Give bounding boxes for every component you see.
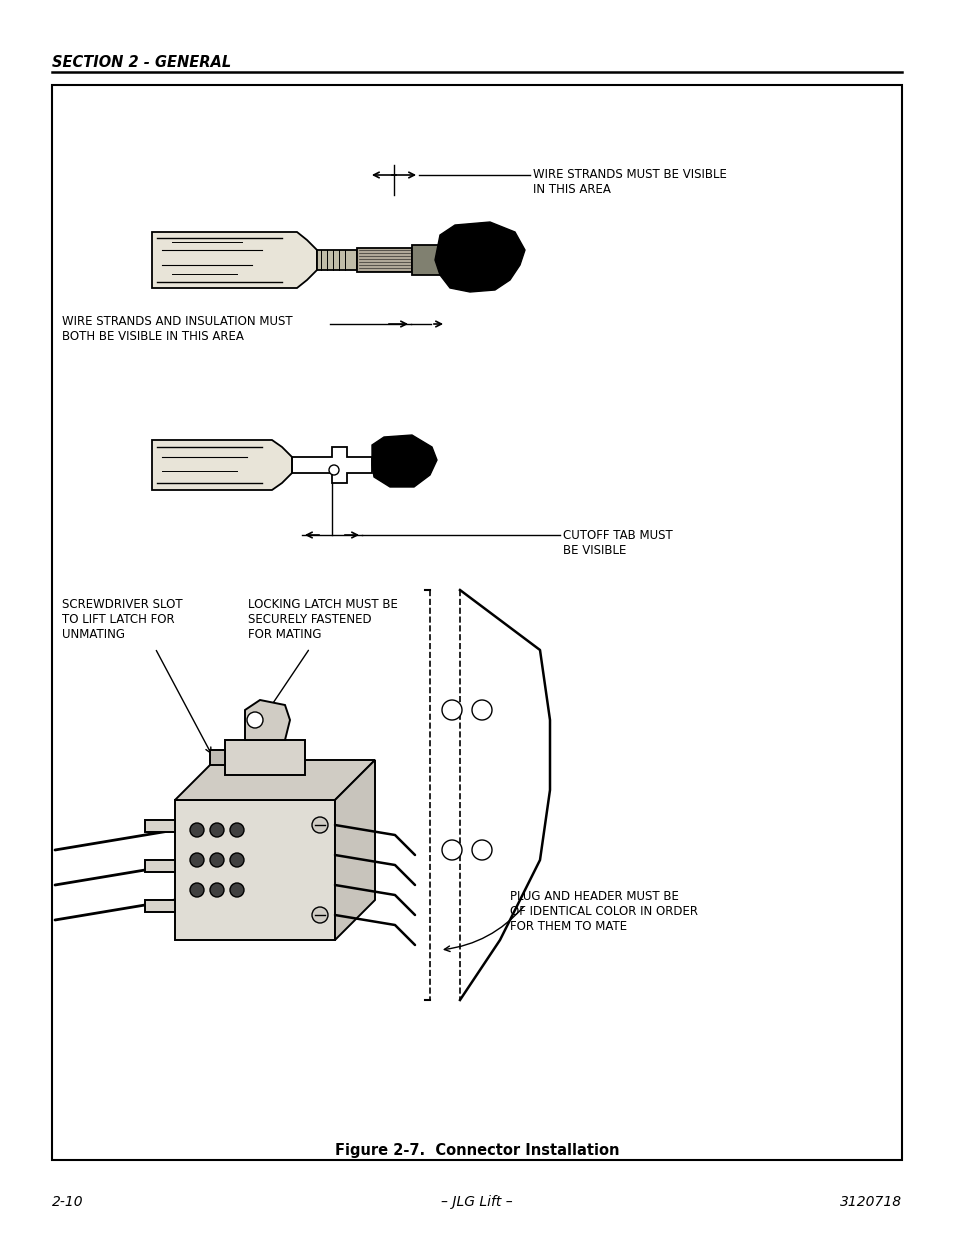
Polygon shape bbox=[174, 760, 375, 800]
Polygon shape bbox=[152, 232, 316, 288]
Text: WIRE STRANDS AND INSULATION MUST
BOTH BE VISIBLE IN THIS AREA: WIRE STRANDS AND INSULATION MUST BOTH BE… bbox=[62, 315, 293, 343]
Text: PLUG AND HEADER MUST BE
OF IDENTICAL COLOR IN ORDER
FOR THEM TO MATE: PLUG AND HEADER MUST BE OF IDENTICAL COL… bbox=[510, 890, 698, 932]
Polygon shape bbox=[245, 700, 290, 740]
Bar bbox=[210, 750, 225, 764]
Circle shape bbox=[312, 906, 328, 923]
Polygon shape bbox=[372, 435, 436, 487]
Bar bbox=[412, 245, 439, 275]
Polygon shape bbox=[435, 222, 524, 291]
Bar bbox=[356, 248, 412, 272]
Bar bbox=[225, 740, 305, 776]
Polygon shape bbox=[145, 860, 174, 872]
Bar bbox=[316, 249, 356, 270]
Circle shape bbox=[441, 840, 461, 860]
Polygon shape bbox=[335, 760, 375, 940]
Text: LOCKING LATCH MUST BE
SECURELY FASTENED
FOR MATING: LOCKING LATCH MUST BE SECURELY FASTENED … bbox=[248, 598, 397, 641]
Circle shape bbox=[210, 853, 224, 867]
Text: SCREWDRIVER SLOT
TO LIFT LATCH FOR
UNMATING: SCREWDRIVER SLOT TO LIFT LATCH FOR UNMAT… bbox=[62, 598, 182, 641]
Bar bbox=[52, 85, 901, 1160]
Text: 3120718: 3120718 bbox=[839, 1195, 901, 1209]
Text: WIRE STRANDS MUST BE VISIBLE
IN THIS AREA: WIRE STRANDS MUST BE VISIBLE IN THIS ARE… bbox=[533, 168, 726, 196]
Text: CUTOFF TAB MUST
BE VISIBLE: CUTOFF TAB MUST BE VISIBLE bbox=[562, 529, 672, 557]
Bar bbox=[174, 800, 335, 940]
Circle shape bbox=[329, 466, 338, 475]
Circle shape bbox=[312, 818, 328, 832]
Circle shape bbox=[210, 823, 224, 837]
Circle shape bbox=[247, 713, 263, 727]
Text: 2-10: 2-10 bbox=[52, 1195, 84, 1209]
Polygon shape bbox=[145, 900, 174, 911]
Circle shape bbox=[441, 700, 461, 720]
Polygon shape bbox=[152, 440, 292, 490]
Text: – JLG Lift –: – JLG Lift – bbox=[440, 1195, 513, 1209]
Circle shape bbox=[472, 840, 492, 860]
Circle shape bbox=[190, 883, 204, 897]
Circle shape bbox=[230, 883, 244, 897]
Circle shape bbox=[472, 700, 492, 720]
Text: Figure 2-7.  Connector Installation: Figure 2-7. Connector Installation bbox=[335, 1144, 618, 1158]
Circle shape bbox=[190, 853, 204, 867]
Circle shape bbox=[230, 823, 244, 837]
Polygon shape bbox=[145, 820, 174, 832]
Text: SECTION 2 - GENERAL: SECTION 2 - GENERAL bbox=[52, 56, 231, 70]
Circle shape bbox=[210, 883, 224, 897]
Circle shape bbox=[230, 853, 244, 867]
Circle shape bbox=[190, 823, 204, 837]
